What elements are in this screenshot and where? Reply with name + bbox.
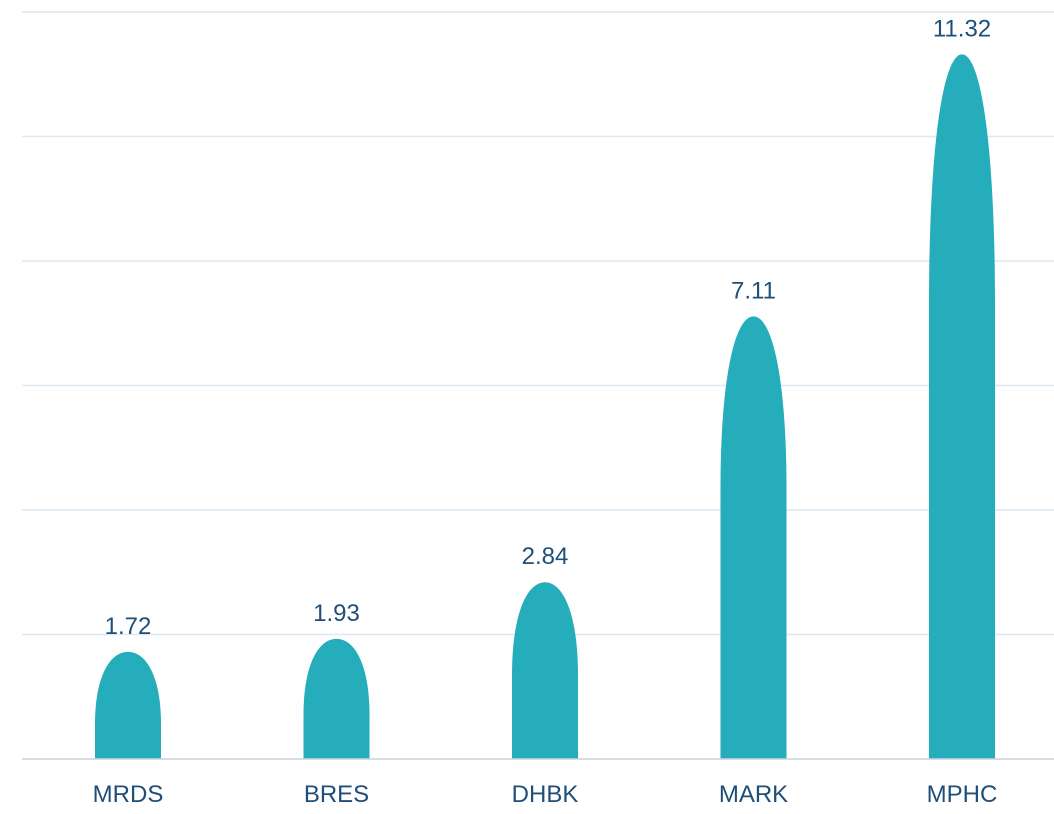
bar-dhbk bbox=[512, 582, 578, 759]
category-label-mark: MARK bbox=[719, 781, 788, 808]
bar-mark bbox=[720, 316, 787, 759]
category-label-mphc: MPHC bbox=[927, 781, 998, 808]
category-label-mrds: MRDS bbox=[93, 781, 164, 808]
value-label-dhbk: 2.84 bbox=[522, 543, 569, 570]
bar-mrds bbox=[95, 651, 161, 759]
category-labels: MRDS BRES DHBK MARK MPHC bbox=[93, 781, 998, 808]
gridlines bbox=[22, 11, 1054, 636]
value-label-bres: 1.93 bbox=[313, 600, 360, 627]
value-label-mrds: 1.72 bbox=[105, 613, 152, 640]
bar-bres bbox=[303, 638, 370, 759]
value-labels: 1.72 1.93 2.84 7.11 11.32 bbox=[105, 15, 992, 640]
category-label-bres: BRES bbox=[304, 781, 369, 808]
value-label-mphc: 11.32 bbox=[933, 15, 991, 42]
value-label-mark: 7.11 bbox=[731, 277, 776, 304]
bar-mphc bbox=[929, 54, 995, 759]
category-label-dhbk: DHBK bbox=[512, 781, 579, 808]
bars bbox=[95, 54, 995, 759]
